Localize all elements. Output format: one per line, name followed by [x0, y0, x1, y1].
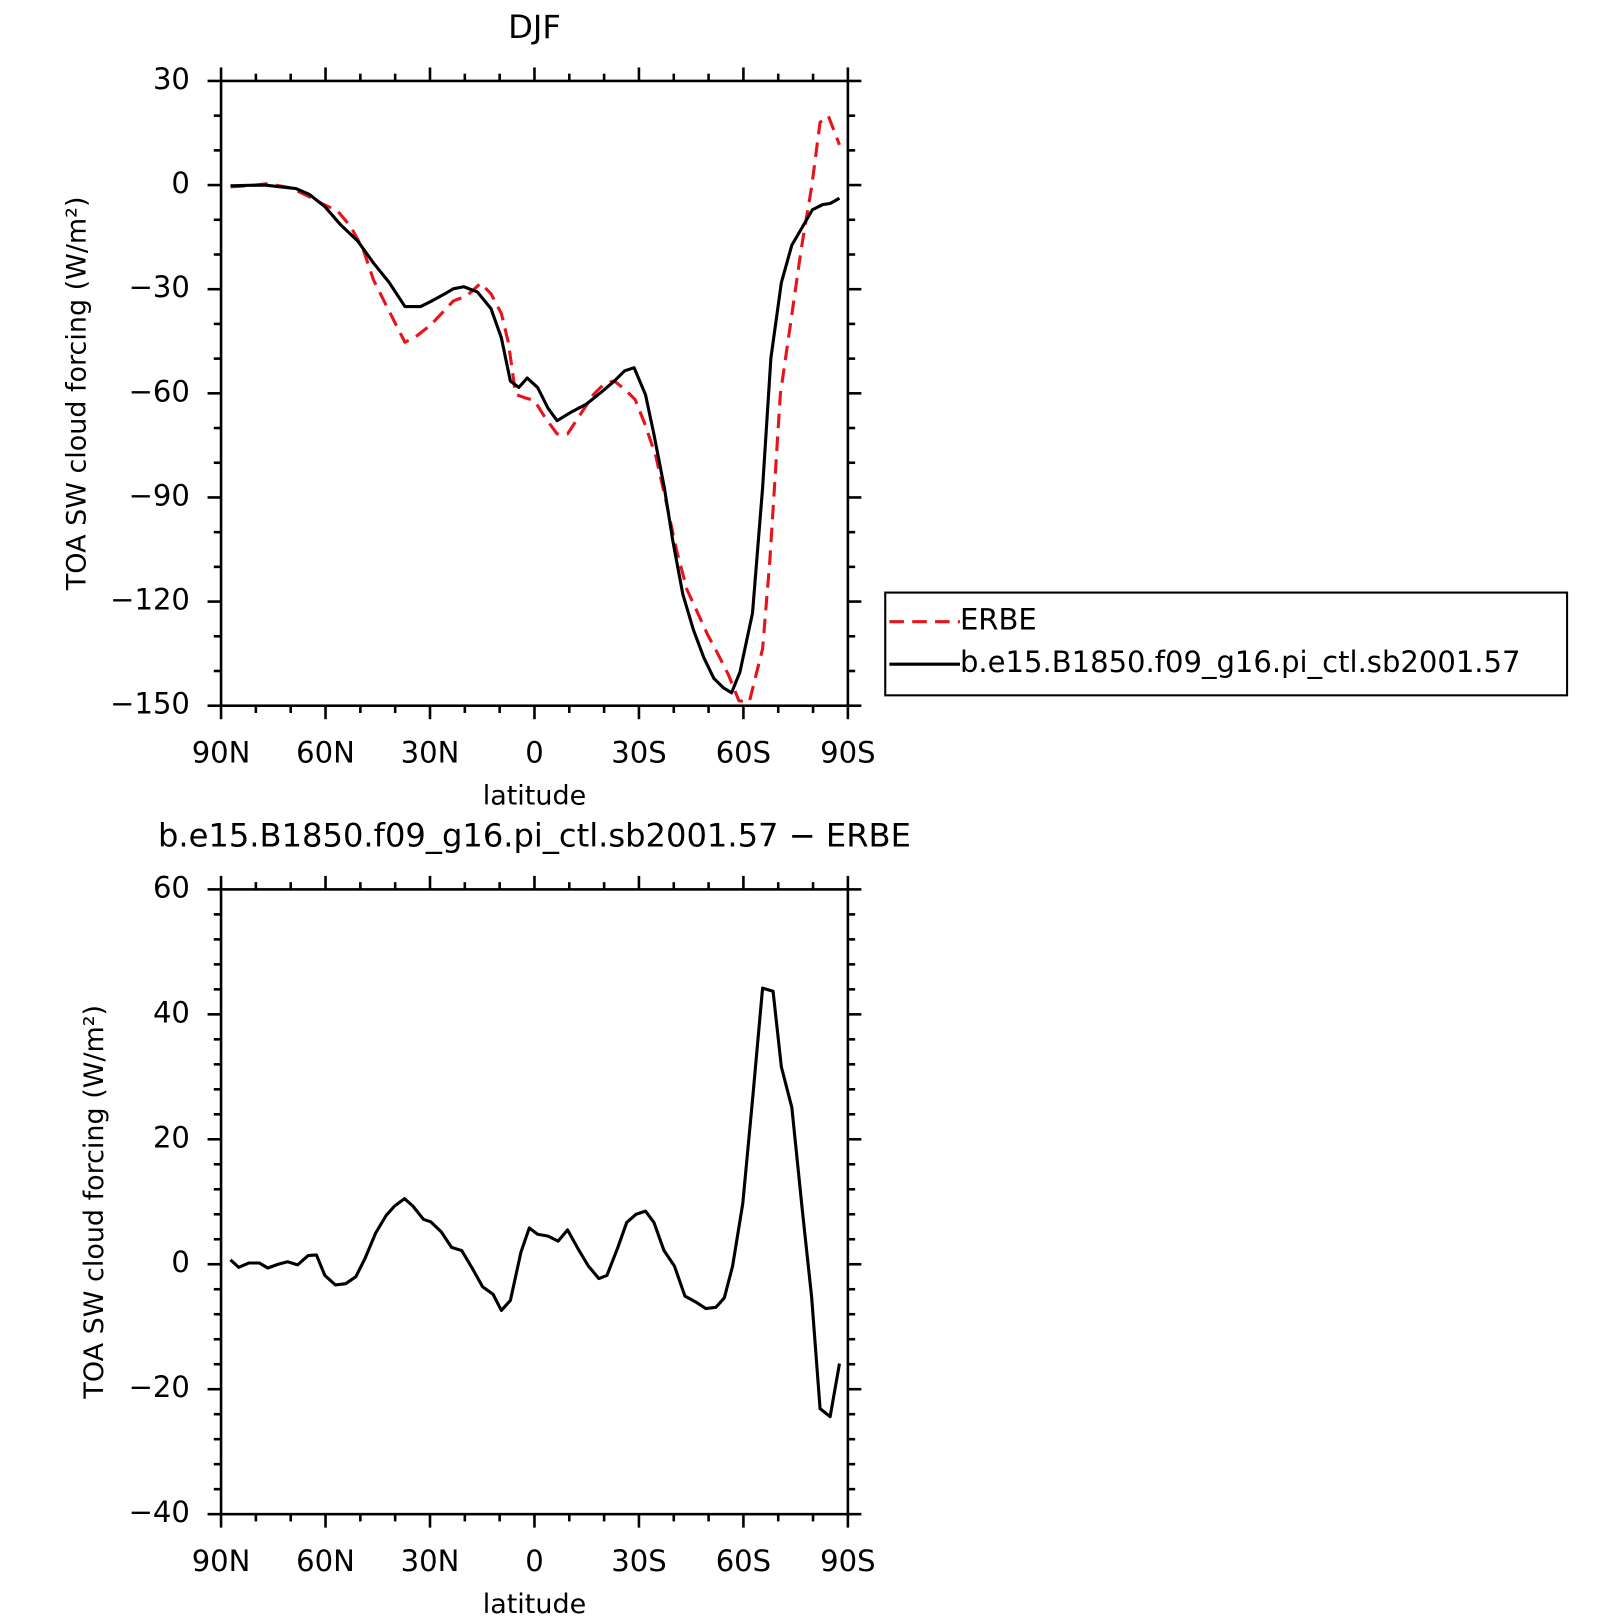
- x-axis-label: latitude: [483, 1589, 586, 1619]
- plot-frame: [219, 79, 850, 708]
- x-tick-label: 30S: [611, 735, 666, 769]
- y-tick-label: 60: [153, 870, 190, 904]
- y-axis-label: TOA SW cloud forcing (W/m²): [61, 196, 92, 591]
- x-tick-label: 30N: [401, 735, 460, 769]
- x-tick-label: 30N: [401, 1544, 460, 1578]
- data-line: [230, 114, 841, 704]
- x-tick-label: 0: [525, 735, 543, 769]
- x-tick-label: 90N: [192, 735, 251, 769]
- data-line: [229, 986, 842, 1419]
- y-tick-label: −20: [129, 1370, 190, 1404]
- legend-box: [884, 591, 1569, 697]
- chart-title: b.e15.B1850.f09_g16.pi_ctl.sb2001.57 − E…: [158, 817, 911, 855]
- y-tick-label: 0: [171, 166, 189, 200]
- y-tick-label: −30: [129, 270, 190, 304]
- x-tick-label: 60S: [716, 1544, 771, 1578]
- x-tick-label: 90N: [192, 1544, 251, 1578]
- y-tick-label: −60: [129, 374, 190, 408]
- legend-label: ERBE: [960, 603, 1037, 637]
- y-tick-label: 30: [153, 62, 190, 96]
- x-tick-label: 90S: [820, 735, 875, 769]
- legend-label: b.e15.B1850.f09_g16.pi_ctl.sb2001.57: [960, 645, 1521, 679]
- data-line: [230, 183, 841, 695]
- x-tick-label: 30S: [611, 1544, 666, 1578]
- x-tick-label: 0: [525, 1544, 543, 1578]
- y-tick-label: −120: [110, 583, 190, 617]
- x-tick-label: 60N: [296, 735, 355, 769]
- y-tick-label: 20: [153, 1120, 190, 1154]
- y-tick-label: −150: [110, 687, 190, 721]
- plot-root: DJF latitude TOA SW cloud forcing (W/m²) 90…: [61, 8, 1569, 1619]
- y-tick-label: −90: [129, 478, 190, 512]
- x-tick-label: 60S: [716, 735, 771, 769]
- x-tick-label: 90S: [820, 1544, 875, 1578]
- x-tick-label: 60N: [296, 1544, 355, 1578]
- y-axis-label: TOA SW cloud forcing (W/m²): [79, 1005, 110, 1400]
- y-tick-label: 40: [153, 995, 190, 1029]
- chart-title: DJF: [508, 8, 561, 46]
- y-tick-label: 0: [171, 1245, 189, 1279]
- y-tick-label: −40: [129, 1495, 190, 1529]
- plot-frame: [219, 888, 850, 1516]
- x-axis-label: latitude: [483, 781, 586, 812]
